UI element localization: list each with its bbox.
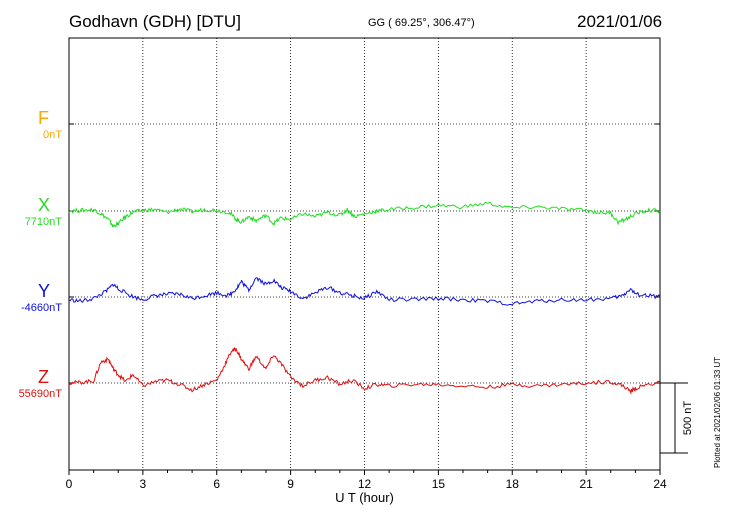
x-tick-label: 24: [653, 477, 667, 491]
baseline-value-f: 0nT: [43, 129, 62, 141]
x-tick-label: 15: [432, 477, 446, 491]
component-label-f: F: [38, 108, 49, 128]
trace-y: [68, 277, 661, 306]
component-label-z: Z: [38, 367, 49, 387]
plotted-timestamp: Plotted at 2021/02/06 01:33 UT: [713, 356, 722, 468]
geographic-coordinates: GG ( 69.25°, 306.47°): [368, 17, 475, 29]
x-tick-label: 9: [287, 477, 294, 491]
baseline-value-x: 7710nT: [24, 216, 62, 228]
plot-date: 2021/01/06: [577, 12, 663, 31]
trace-x: [68, 201, 661, 228]
x-tick-label: 6: [213, 477, 220, 491]
scale-bar-label: 500 nT: [682, 401, 694, 436]
component-label-y: Y: [38, 281, 51, 301]
x-tick-label: 0: [66, 477, 73, 491]
x-tick-label: 3: [140, 477, 147, 491]
baseline-value-y: -4660nT: [21, 302, 62, 314]
component-label-x: X: [38, 195, 51, 215]
x-tick-label: 12: [358, 477, 372, 491]
station-title: Godhavn (GDH) [DTU]: [69, 12, 241, 31]
x-axis-label: U T (hour): [335, 490, 394, 505]
baseline-value-z: 55690nT: [18, 388, 62, 400]
trace-z: [68, 347, 661, 395]
x-tick-label: 21: [579, 477, 593, 491]
x-tick-label: 18: [506, 477, 520, 491]
